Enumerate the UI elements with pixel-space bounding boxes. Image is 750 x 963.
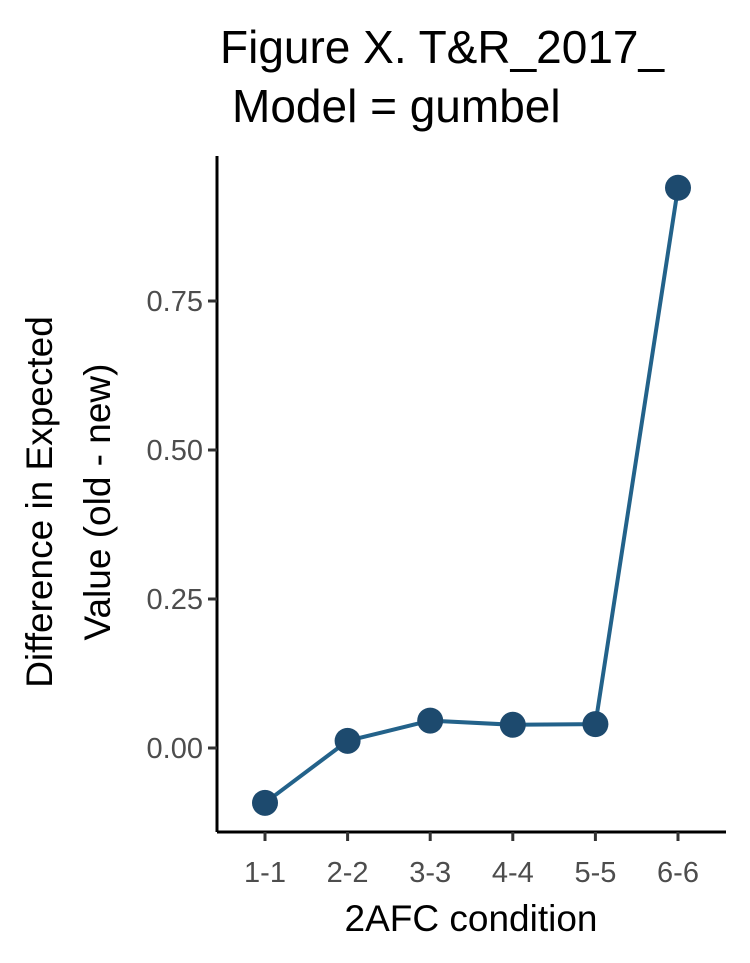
x-ticks: 1-1 2-2 3-3 4-4 5-5 6-6: [244, 832, 699, 889]
x-tick-label: 1-1: [244, 857, 286, 889]
series-polyline: [263, 187, 680, 805]
y-axis-title: Difference in Expected Value (old - new): [19, 316, 118, 688]
x-tick-label: 6-6: [657, 857, 699, 889]
chart-title-line-1: Figure X. T&R_2017_: [220, 21, 665, 73]
x-tick-label: 3-3: [409, 857, 451, 889]
y-axis-title-line-1: Difference in Expected: [19, 316, 60, 688]
chart-title-line-2: Model = gumbel: [232, 80, 561, 132]
data-point: [582, 711, 609, 738]
y-ticks: 0.00 0.25 0.50 0.75: [147, 286, 217, 765]
y-tick-label: 0.00: [147, 733, 203, 765]
y-tick-label: 0.25: [147, 584, 203, 616]
x-axis-title: 2AFC condition: [345, 898, 598, 939]
data-point: [252, 789, 278, 816]
y-axis-title-line-2: Value (old - new): [77, 364, 118, 641]
y-tick-label: 0.50: [147, 435, 203, 467]
y-tick-label: 0.75: [147, 286, 203, 318]
x-tick-label: 2-2: [327, 857, 369, 889]
data-point: [334, 727, 361, 754]
x-tick-label: 5-5: [574, 857, 616, 889]
data-point: [665, 174, 691, 201]
data-point: [417, 707, 444, 734]
series-points: [252, 174, 691, 816]
x-tick-label: 4-4: [492, 857, 534, 889]
series-line: [263, 187, 680, 805]
data-point: [499, 711, 526, 738]
